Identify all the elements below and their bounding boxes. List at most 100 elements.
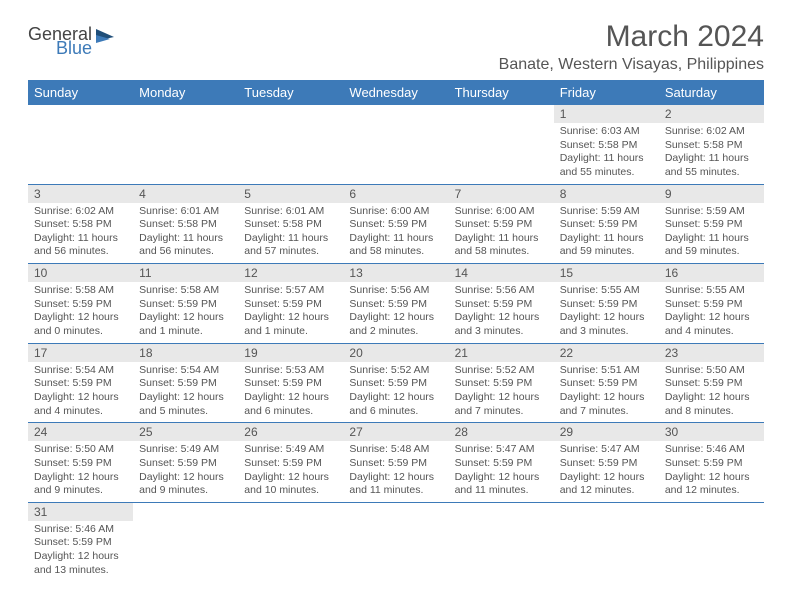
sunset-text: Sunset: 5:59 PM (665, 218, 758, 232)
sunset-text: Sunset: 5:59 PM (560, 457, 653, 471)
day-number: 2 (659, 105, 764, 123)
calendar-cell (449, 105, 554, 184)
calendar-cell (554, 502, 659, 581)
sunset-text: Sunset: 5:59 PM (34, 377, 127, 391)
calendar-cell: 8Sunrise: 5:59 AMSunset: 5:59 PMDaylight… (554, 184, 659, 264)
day-number: 17 (28, 344, 133, 362)
day-number (28, 105, 133, 109)
calendar-cell: 29Sunrise: 5:47 AMSunset: 5:59 PMDayligh… (554, 423, 659, 503)
day-number: 31 (28, 503, 133, 521)
sunrise-text: Sunrise: 5:50 AM (665, 364, 758, 378)
sunrise-text: Sunrise: 5:54 AM (139, 364, 232, 378)
sunrise-text: Sunrise: 5:47 AM (560, 443, 653, 457)
sunset-text: Sunset: 5:59 PM (139, 377, 232, 391)
day-data: Sunrise: 5:54 AMSunset: 5:59 PMDaylight:… (133, 362, 238, 423)
sunset-text: Sunset: 5:58 PM (34, 218, 127, 232)
daylight-text: Daylight: 12 hours and 7 minutes. (455, 391, 548, 418)
calendar-cell (449, 502, 554, 581)
calendar-cell: 9Sunrise: 5:59 AMSunset: 5:59 PMDaylight… (659, 184, 764, 264)
calendar-cell: 3 Sunrise: 6:02 AMSunset: 5:58 PMDaylight… (28, 184, 133, 264)
day-number (554, 503, 659, 507)
calendar-cell (343, 502, 448, 581)
daylight-text: Daylight: 12 hours and 4 minutes. (34, 391, 127, 418)
sunrise-text: Sunrise: 5:51 AM (560, 364, 653, 378)
calendar-cell: 28Sunrise: 5:47 AMSunset: 5:59 PMDayligh… (449, 423, 554, 503)
calendar-cell: 27Sunrise: 5:48 AMSunset: 5:59 PMDayligh… (343, 423, 448, 503)
sunrise-text: Sunrise: 5:58 AM (139, 284, 232, 298)
sunrise-text: Sunrise: 5:56 AM (349, 284, 442, 298)
day-data: Sunrise: 5:58 AMSunset: 5:59 PMDaylight:… (133, 282, 238, 343)
sunrise-text: Sunrise: 5:48 AM (349, 443, 442, 457)
day-number: 29 (554, 423, 659, 441)
calendar-cell: 12Sunrise: 5:57 AMSunset: 5:59 PMDayligh… (238, 264, 343, 344)
sunset-text: Sunset: 5:59 PM (455, 298, 548, 312)
daylight-text: Daylight: 12 hours and 11 minutes. (455, 471, 548, 498)
page-title: March 2024 (499, 20, 764, 54)
day-data: Sunrise: 5:47 AMSunset: 5:59 PMDaylight:… (449, 441, 554, 502)
sunrise-text: Sunrise: 5:49 AM (139, 443, 232, 457)
day-data: Sunrise: 6:01 AMSunset: 5:58 PMDaylight:… (133, 203, 238, 264)
calendar-cell: 10Sunrise: 5:58 AMSunset: 5:59 PMDayligh… (28, 264, 133, 344)
daylight-text: Daylight: 12 hours and 9 minutes. (139, 471, 232, 498)
sunrise-text: Sunrise: 5:59 AM (665, 205, 758, 219)
daylight-text: Daylight: 12 hours and 4 minutes. (665, 311, 758, 338)
daylight-text: Daylight: 12 hours and 12 minutes. (665, 471, 758, 498)
day-number: 25 (133, 423, 238, 441)
day-number (343, 503, 448, 507)
sunrise-text: Sunrise: 6:03 AM (560, 125, 653, 139)
day-number: 15 (554, 264, 659, 282)
calendar-cell: 22Sunrise: 5:51 AMSunset: 5:59 PMDayligh… (554, 343, 659, 423)
sunset-text: Sunset: 5:59 PM (560, 377, 653, 391)
daylight-text: Daylight: 11 hours and 56 minutes. (34, 232, 127, 259)
sunset-text: Sunset: 5:58 PM (244, 218, 337, 232)
calendar-cell: 26Sunrise: 5:49 AMSunset: 5:59 PMDayligh… (238, 423, 343, 503)
day-data: Sunrise: 6:00 AMSunset: 5:59 PMDaylight:… (343, 203, 448, 264)
day-number: 20 (343, 344, 448, 362)
day-data: Sunrise: 6:03 AMSunset: 5:58 PMDaylight:… (554, 123, 659, 184)
weekday-header: Thursday (449, 80, 554, 105)
calendar-cell (133, 105, 238, 184)
calendar-cell: 25Sunrise: 5:49 AMSunset: 5:59 PMDayligh… (133, 423, 238, 503)
sunset-text: Sunset: 5:59 PM (34, 457, 127, 471)
day-data: Sunrise: 5:54 AMSunset: 5:59 PMDaylight:… (28, 362, 133, 423)
day-number (238, 503, 343, 507)
calendar-cell (238, 502, 343, 581)
calendar-cell: 1Sunrise: 6:03 AMSunset: 5:58 PMDaylight… (554, 105, 659, 184)
day-number (449, 503, 554, 507)
day-number: 3 (28, 185, 133, 203)
day-number: 16 (659, 264, 764, 282)
sunrise-text: Sunrise: 5:46 AM (665, 443, 758, 457)
sunset-text: Sunset: 5:59 PM (349, 218, 442, 232)
day-data: Sunrise: 5:59 AMSunset: 5:59 PMDaylight:… (659, 203, 764, 264)
day-number (133, 105, 238, 109)
calendar-cell: 5Sunrise: 6:01 AMSunset: 5:58 PMDaylight… (238, 184, 343, 264)
title-block: March 2024 Banate, Western Visayas, Phil… (499, 20, 764, 74)
sunset-text: Sunset: 5:59 PM (349, 377, 442, 391)
daylight-text: Daylight: 11 hours and 55 minutes. (560, 152, 653, 179)
day-data: Sunrise: 5:58 AMSunset: 5:59 PMDaylight:… (28, 282, 133, 343)
sunrise-text: Sunrise: 6:01 AM (244, 205, 337, 219)
day-data: Sunrise: 5:57 AMSunset: 5:59 PMDaylight:… (238, 282, 343, 343)
page-header: General Blue March 2024 Banate, Western … (28, 20, 764, 74)
daylight-text: Daylight: 11 hours and 58 minutes. (349, 232, 442, 259)
weekday-header-row: Sunday Monday Tuesday Wednesday Thursday… (28, 80, 764, 105)
sunrise-text: Sunrise: 6:02 AM (34, 205, 127, 219)
day-data: Sunrise: 6:02 AMSunset: 5:58 PMDaylight:… (659, 123, 764, 184)
daylight-text: Daylight: 12 hours and 0 minutes. (34, 311, 127, 338)
day-data: Sunrise: 5:48 AMSunset: 5:59 PMDaylight:… (343, 441, 448, 502)
sunrise-text: Sunrise: 5:50 AM (34, 443, 127, 457)
sunset-text: Sunset: 5:59 PM (34, 536, 127, 550)
day-data: Sunrise: 5:59 AMSunset: 5:59 PMDaylight:… (554, 203, 659, 264)
daylight-text: Daylight: 12 hours and 5 minutes. (139, 391, 232, 418)
day-number (449, 105, 554, 109)
sunset-text: Sunset: 5:59 PM (349, 457, 442, 471)
calendar-cell: 4Sunrise: 6:01 AMSunset: 5:58 PMDaylight… (133, 184, 238, 264)
day-data: Sunrise: 5:49 AMSunset: 5:59 PMDaylight:… (133, 441, 238, 502)
calendar-cell: 17Sunrise: 5:54 AMSunset: 5:59 PMDayligh… (28, 343, 133, 423)
sunrise-text: Sunrise: 5:58 AM (34, 284, 127, 298)
sunrise-text: Sunrise: 5:59 AM (560, 205, 653, 219)
sunrise-text: Sunrise: 5:49 AM (244, 443, 337, 457)
logo: General Blue (28, 26, 116, 56)
sunrise-text: Sunrise: 5:46 AM (34, 523, 127, 537)
day-data: Sunrise: 5:53 AMSunset: 5:59 PMDaylight:… (238, 362, 343, 423)
